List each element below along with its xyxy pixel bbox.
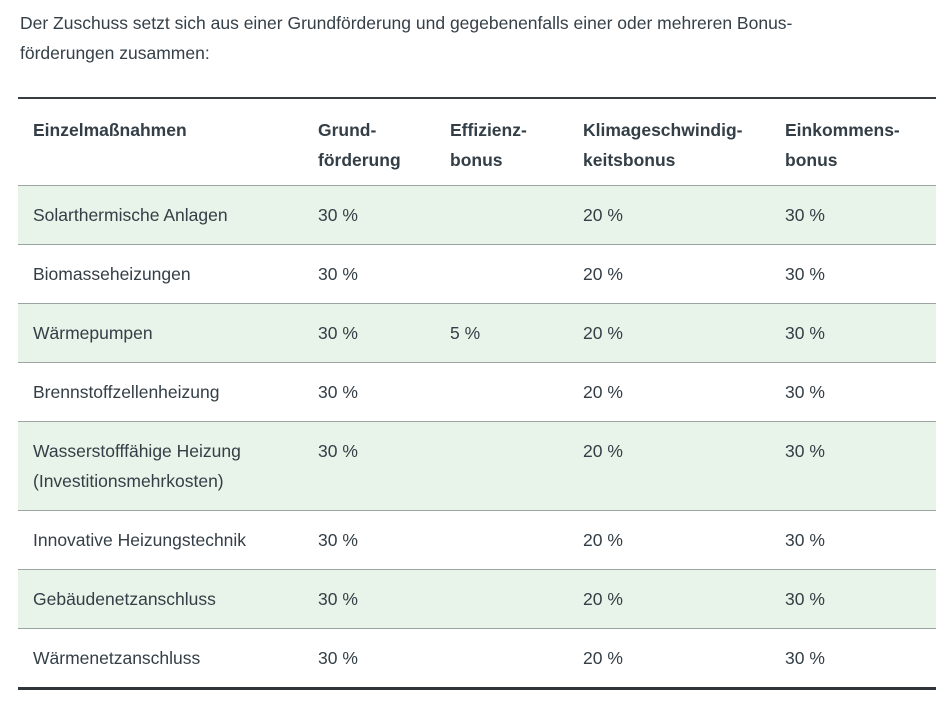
einkommensbonus-value: 30 % [785,530,825,550]
intro-line-2: förderungen zusammen: [20,43,210,63]
effizienzbonus-value [435,570,568,629]
table-row: Wasserstofffähige Heizung (Investitionsm… [18,421,936,511]
effizienzbonus-value [435,629,568,689]
effizienzbonus-value [435,245,568,304]
einkommensbonus-value: 30 % [785,589,825,609]
table-row: Wärmenetzanschluss 30 % 20 % 30 % [18,628,936,689]
measure-name: Innovative Heizungstechnik [33,530,247,550]
table-row: Innovative Heizungstechnik 30 % 20 % 30 … [18,510,936,570]
table-header-row: Einzelmaßnahmen Grund- förderung Effizie… [18,98,936,186]
klimageschwindigkeitsbonus-value: 20 % [583,530,623,550]
effizienzbonus-value: 5 % [450,323,481,343]
intro-line-1: Der Zuschuss setzt sich aus einer Grundf… [20,13,793,33]
intro-paragraph: Der Zuschuss setzt sich aus einer Grundf… [20,8,927,68]
header-grundfoerderung: Grund- förderung [318,120,401,170]
funding-table: Einzelmaßnahmen Grund- förderung Effizie… [18,97,936,690]
klimageschwindigkeitsbonus-value: 20 % [583,205,623,225]
klimageschwindigkeitsbonus-value: 20 % [583,323,623,343]
table-row: Solarthermische Anlagen 30 % 20 % 30 % [18,185,936,245]
measure-name: Solarthermische Anlagen [33,205,228,225]
einkommensbonus-value: 30 % [785,264,825,284]
grundfoerderung-value: 30 % [318,323,358,343]
grundfoerderung-value: 30 % [318,530,358,550]
measure-name: Wärmepumpen [33,323,153,343]
measure-name: Brennstoffzellenheizung [33,382,220,402]
header-klimageschwindigkeitsbonus: Klimageschwindig- keitsbonus [583,120,743,170]
measure-name: Wärmenetzanschluss [33,648,201,668]
header-einzelmassnahmen: Einzelmaßnahmen [33,120,187,140]
effizienzbonus-value [435,363,568,422]
grundfoerderung-value: 30 % [318,205,358,225]
einkommensbonus-value: 30 % [785,648,825,668]
einkommensbonus-value: 30 % [785,323,825,343]
grundfoerderung-value: 30 % [318,589,358,609]
klimageschwindigkeitsbonus-value: 20 % [583,648,623,668]
grundfoerderung-value: 30 % [318,441,358,461]
effizienzbonus-value [435,186,568,245]
table-row: Gebäudenetzanschluss 30 % 20 % 30 % [18,569,936,629]
table-row: Wärmepumpen 30 % 5 % 20 % 30 % [18,303,936,363]
grundfoerderung-value: 30 % [318,648,358,668]
measure-name: Gebäudenetzanschluss [33,589,216,609]
effizienzbonus-value [435,422,568,511]
einkommensbonus-value: 30 % [785,441,825,461]
klimageschwindigkeitsbonus-value: 20 % [583,264,623,284]
grundfoerderung-value: 30 % [318,382,358,402]
klimageschwindigkeitsbonus-value: 20 % [583,589,623,609]
table-row: Brennstoffzellenheizung 30 % 20 % 30 % [18,362,936,422]
measure-name: Biomasseheizungen [33,264,191,284]
table-row: Biomasseheizungen 30 % 20 % 30 % [18,244,936,304]
einkommensbonus-value: 30 % [785,382,825,402]
grundfoerderung-value: 30 % [318,264,358,284]
header-effizienzbonus: Effizienz- bonus [450,120,527,170]
effizienzbonus-value [435,511,568,570]
klimageschwindigkeitsbonus-value: 20 % [583,441,623,461]
header-einkommensbonus: Einkommens- bonus [785,120,900,170]
measure-name: Wasserstofffähige Heizung (Investitionsm… [33,441,241,491]
einkommensbonus-value: 30 % [785,205,825,225]
klimageschwindigkeitsbonus-value: 20 % [583,382,623,402]
